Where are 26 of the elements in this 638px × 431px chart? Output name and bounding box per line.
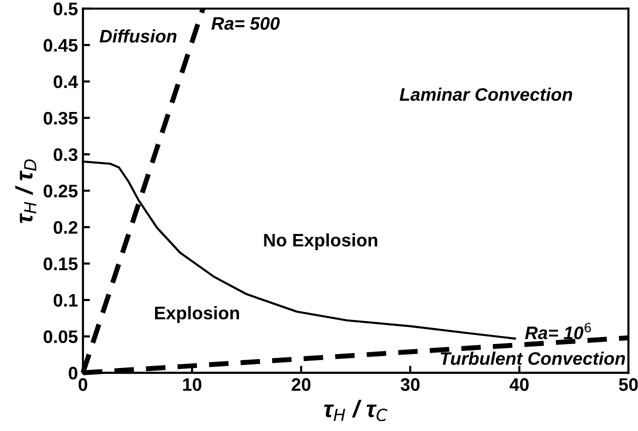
- annotation: Diffusion: [100, 29, 176, 43]
- annotation: Explosion: [155, 306, 240, 323]
- x-tick-label: 20: [292, 378, 310, 391]
- x-tick-label: 0: [78, 378, 88, 391]
- y-tick-label: 0.35: [44, 112, 78, 125]
- y-tick-label: 0.4: [54, 75, 78, 88]
- y-tick-label: 0.1: [54, 294, 78, 307]
- x-tick-label: 30: [400, 378, 420, 391]
- annotation: Ra= 10$^{6}$: [525, 322, 591, 340]
- y-tick-label: 0.05: [44, 330, 78, 344]
- x-tick-label: 10: [183, 378, 202, 391]
- x-axis-title: τ$_{H}$ / τ$_{C}$: [324, 400, 388, 422]
- x-tick-label: 50: [618, 378, 638, 391]
- y-tick-label: 0.3: [54, 148, 78, 162]
- annotation: Laminar Convection: [400, 88, 572, 101]
- y-axis-title: τ$_{H}$ / τ$_{D}$: [15, 159, 36, 224]
- y-tick-label: 0.2: [54, 221, 78, 234]
- annotation: Turbulent Convection: [440, 352, 625, 365]
- y-tick-label: 0.45: [44, 38, 78, 52]
- annotation: Ra= 500: [211, 17, 280, 30]
- y-tick-label: 0.25: [44, 184, 78, 198]
- annotation: No Explosion: [264, 233, 378, 250]
- y-tick-label: 0: [68, 366, 78, 380]
- y-tick-label: 0.15: [44, 257, 78, 270]
- y-tick-label: 0.5: [54, 2, 78, 16]
- x-tick-label: 40: [510, 378, 529, 391]
